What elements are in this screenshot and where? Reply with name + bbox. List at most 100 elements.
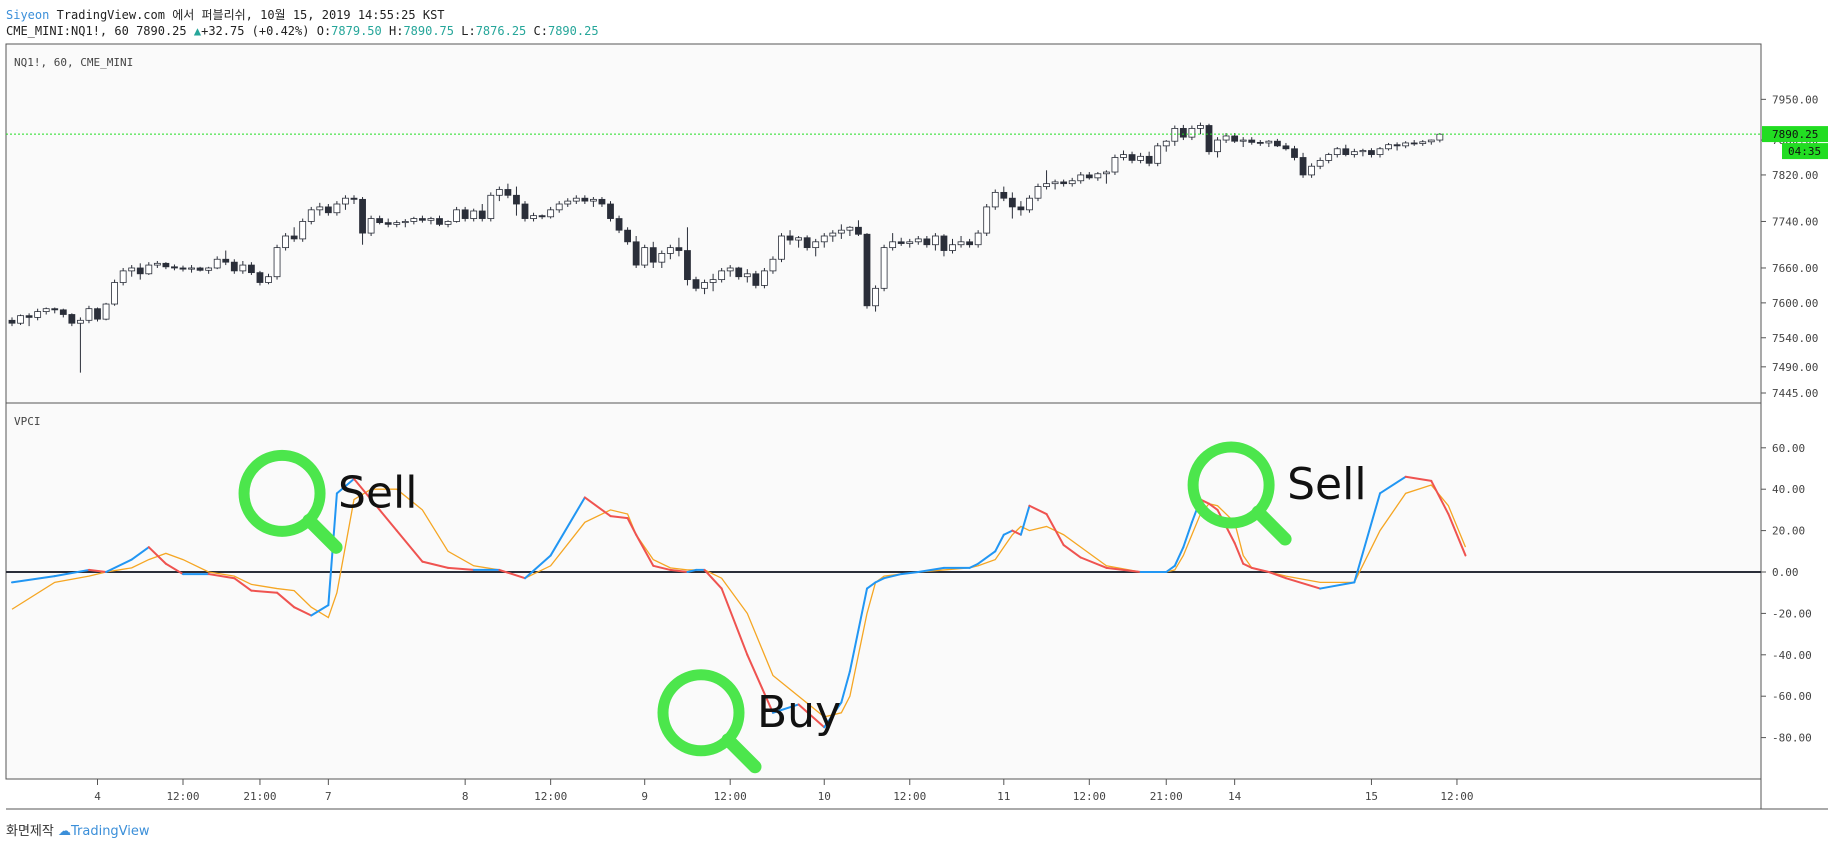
candle-up [880,247,888,289]
candle-down [94,308,101,320]
price-tick-label: 7600.00 [1772,297,1818,310]
candle-down [350,197,358,200]
candle-down [25,315,33,318]
candle-up [487,194,495,219]
vpci-segment [857,587,868,631]
candle-up [590,198,597,202]
candle-up [119,270,127,283]
vpci-segment [720,587,749,656]
vpci-segment [635,533,655,567]
time-tick-label: 12:00 [1073,790,1106,803]
candle-up [1265,140,1273,144]
vpci-segment [498,568,526,580]
symbol-label: CME_MINI:NQ1!, 60 [6,24,129,38]
vpci-tick-label: -80.00 [1772,732,1812,745]
candle-down [581,197,589,202]
price-pane-bg [5,43,1762,404]
candle-up [564,200,572,205]
vpci-tick-label: -60.00 [1772,690,1812,703]
candle-up [333,203,341,214]
candle-down [513,194,520,205]
high-label: H: [388,24,404,38]
vpci-segment [1267,571,1287,580]
vpci-pane-bg [5,402,1762,780]
chart-header-line1: Siyeon TradingView.com 에서 퍼블리쉬, 10월 15, … [6,6,445,23]
candle-up [1222,135,1230,141]
candle-up [1077,174,1085,182]
vpci-segment [1447,513,1467,557]
candle-up [273,247,281,278]
vpci-segment [335,477,355,495]
time-tick-label: 14 [1228,790,1242,803]
candles [6,122,1761,373]
vpci-segment [421,560,450,569]
candle-up [820,235,828,243]
candle-up [1197,125,1204,129]
candle-down [624,229,631,243]
time-tick-label: 4 [94,790,101,803]
countdown-tag-label: 04:35 [1788,145,1821,158]
tradingview-brand[interactable]: TradingView [70,824,150,839]
candle-down [1128,154,1136,161]
price-tick-label: 7660.00 [1772,262,1818,275]
vpci-segment [1002,529,1014,536]
candle-down [675,247,683,251]
candle-up [889,241,897,249]
candle-up [701,282,708,289]
candle-down [290,235,298,240]
vpci-tick-label: 20.00 [1772,525,1805,538]
candle-up [726,267,734,272]
candle-up [265,276,272,283]
candle-up [1094,173,1102,179]
candle-up [453,209,461,222]
price-tick-label: 7540.00 [1772,332,1818,345]
time-tick-label: 12:00 [714,790,747,803]
price-tags: 7890.25 04:35 [1762,126,1828,160]
vpci-pane-title: VPCI [14,415,41,428]
candle-up [367,218,375,234]
candle-down [324,206,332,214]
candle-up [410,218,418,222]
buy-label: Buy [757,687,841,738]
candle-up [1214,139,1221,153]
vpci-segment [900,571,920,576]
candle-up [495,189,503,196]
vpci-segment [1284,577,1322,590]
vpci-segment [583,496,612,518]
candle-down [230,261,238,272]
vpci-segment [840,670,851,704]
last-price: 7890.25 [136,24,187,38]
candle-up [991,191,999,208]
ohlc-legend: CME_MINI:NQ1!, 60 7890.25 ▲+32.75 (+0.42… [6,24,599,38]
vpci-segment [874,577,886,584]
candle-up [1137,155,1144,161]
candle-up [1376,148,1384,155]
vpci-segment [1079,556,1108,569]
candle-up [872,287,879,307]
candle-up [1350,151,1358,155]
vpci-segment [53,568,90,578]
candle-down [359,198,366,234]
low-value: 7876.25 [475,24,527,38]
vpci-segment [883,573,903,580]
candle-up [111,282,118,305]
time-tick-label: 15 [1365,790,1378,803]
vpci-segment [917,566,945,573]
candle-down [632,241,640,266]
high-value: 7890.75 [403,24,455,38]
sell-marker-icon [238,449,326,537]
vpci-axis: 60.00 40.00 20.00 0.00 -20.00 -40.00 -60.00 -80… [6,442,1812,745]
candle-up [316,206,324,211]
price-tick-label: 7740.00 [1772,215,1818,228]
vpci-segment [1062,544,1082,559]
vpci-segment [105,558,133,573]
author-name[interactable]: Siyeon [6,8,50,22]
candle-up [769,258,777,272]
candle-up [812,241,820,249]
candle-up [153,262,161,266]
candle-down [735,267,743,278]
candle-up [282,235,290,249]
candle-up [1043,183,1050,187]
vpci-segment [771,703,800,714]
